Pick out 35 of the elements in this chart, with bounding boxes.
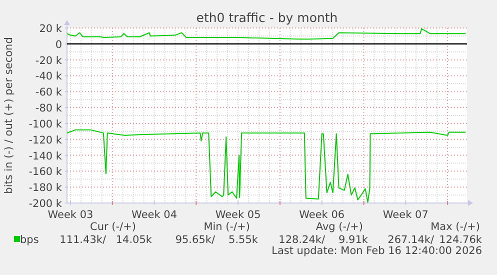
line-series <box>67 129 466 203</box>
text: Last update: Mon Feb 16 12:40:00 2026 <box>272 245 482 257</box>
y-tick-label: -160 k <box>28 166 63 178</box>
y-axis-title: bits in (-) / out (+) per second <box>3 37 15 194</box>
y-tick-label: -80 k <box>35 102 63 115</box>
text: Min (-/+) <box>204 221 250 233</box>
text: Avg (-/+) <box>316 221 363 233</box>
y-tick-label: -200 k <box>28 198 63 210</box>
line-series <box>67 28 466 40</box>
text: Max (-/+) <box>430 221 480 233</box>
text: 5.55k <box>228 234 259 246</box>
x-tick-label: Week 06 <box>299 209 345 221</box>
text: 14.05k <box>116 234 153 246</box>
legend-label: bps <box>20 234 39 246</box>
x-tick-label: Week 07 <box>382 209 428 221</box>
x-tick-label: Week 05 <box>215 209 261 221</box>
text: 9.91k <box>338 234 369 246</box>
x-tick-label: Week 03 <box>48 209 94 221</box>
y-tick-label: 0 <box>55 38 62 51</box>
chart-title: eth0 traffic - by month <box>196 10 338 25</box>
y-tick-label: -40 k <box>35 70 63 83</box>
y-tick-label: -20 k <box>35 54 63 67</box>
y-tick-label: -120 k <box>28 134 63 146</box>
text: 267.14k/ <box>388 234 434 246</box>
text: 95.65k/ <box>175 234 216 246</box>
y-tick-label: -180 k <box>28 182 63 194</box>
text: 128.24k/ <box>278 234 326 246</box>
text: 111.43k/ <box>60 234 106 246</box>
y-tick-label: -100 k <box>28 118 63 130</box>
y-tick-label: -140 k <box>28 150 63 162</box>
y-tick-label: 20 k <box>39 23 63 35</box>
y-tick-label: -60 k <box>35 86 63 99</box>
text: 124.76k <box>439 234 483 246</box>
text: Cur (-/+) <box>90 221 136 233</box>
x-tick-label: Week 04 <box>132 209 178 221</box>
